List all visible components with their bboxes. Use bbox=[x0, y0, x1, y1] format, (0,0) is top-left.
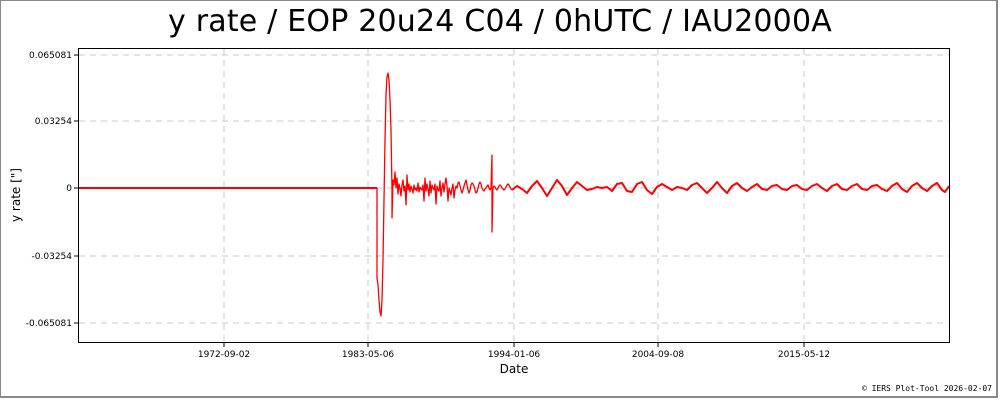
data-series-y-rate bbox=[79, 72, 950, 317]
x-tick-label: 1972-09-02 bbox=[198, 350, 250, 360]
x-tick-label: 1983-05-06 bbox=[342, 350, 395, 360]
y-tick-labels: 0.065081 0.03254 0 -0.03254 -0.065081 bbox=[26, 51, 72, 329]
gridlines bbox=[79, 49, 949, 342]
y-tick-label: 0.065081 bbox=[29, 51, 72, 61]
credit-text: © IERS Plot-Tool 2026-02-07 bbox=[861, 384, 992, 393]
x-axis-label: Date bbox=[499, 362, 529, 376]
x-tick-label: 2015-05-12 bbox=[778, 350, 830, 360]
x-tick-label: 2004-09-08 bbox=[632, 350, 685, 360]
x-tick-label: 1994-01-06 bbox=[488, 350, 541, 360]
y-tick-label: -0.03254 bbox=[32, 252, 73, 262]
chart-title: y rate / EOP 20u24 C04 / 0hUTC / IAU2000… bbox=[168, 4, 832, 39]
y-axis-label: y rate ["] bbox=[9, 168, 23, 222]
x-axis bbox=[223, 343, 805, 347]
y-tick-label: 0 bbox=[66, 184, 72, 194]
plot-border bbox=[78, 48, 950, 343]
x-tick-labels: 1972-09-02 1983-05-06 1994-01-06 2004-09… bbox=[198, 350, 830, 360]
y-tick-label: -0.065081 bbox=[26, 319, 72, 329]
y-axis bbox=[74, 54, 78, 324]
y-tick-label: 0.03254 bbox=[35, 117, 72, 127]
